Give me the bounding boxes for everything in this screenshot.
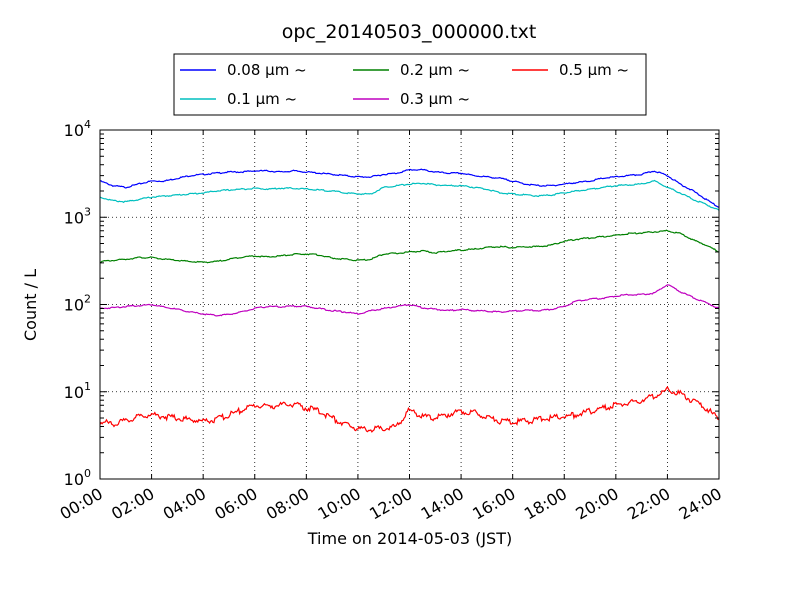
y-tick-exponent: 2 bbox=[84, 293, 91, 306]
series-line-3 bbox=[99, 284, 720, 317]
y-tick-base: 10 bbox=[64, 470, 84, 489]
y-tick-exponent: 0 bbox=[84, 467, 91, 480]
legend-label-4: 0.5 µm ~ bbox=[559, 61, 629, 79]
series-layer bbox=[99, 168, 720, 433]
y-tick-base: 10 bbox=[64, 296, 84, 315]
series-line-2 bbox=[99, 229, 720, 264]
legend-label-0: 0.08 µm ~ bbox=[227, 61, 307, 79]
x-axis-label: Time on 2014-05-03 (JST) bbox=[307, 529, 512, 548]
legend-label-3: 0.3 µm ~ bbox=[400, 90, 470, 108]
y-tick-exponent: 4 bbox=[84, 118, 91, 131]
y-tick-exponent: 1 bbox=[84, 380, 91, 393]
y-tick-label: 101 bbox=[64, 380, 91, 402]
y-tick-exponent: 3 bbox=[84, 205, 91, 218]
series-line-4 bbox=[99, 385, 720, 433]
legend-items: 0.08 µm ~ 0.1 µm ~ 0.2 µm ~ 0.3 µm ~ 0.5 µm … bbox=[180, 61, 629, 108]
y-tick-label: 103 bbox=[64, 205, 91, 227]
legend-label-1: 0.1 µm ~ bbox=[227, 90, 297, 108]
legend-frame bbox=[173, 53, 647, 116]
y-tick-label: 100 bbox=[64, 467, 91, 489]
chart-title: opc_20140503_000000.txt bbox=[282, 21, 537, 43]
y-tick-base: 10 bbox=[64, 383, 84, 402]
y-tick-label: 102 bbox=[64, 293, 91, 315]
series-line-1 bbox=[99, 179, 720, 211]
legend-label-2: 0.2 µm ~ bbox=[400, 61, 470, 79]
series-line-0 bbox=[99, 168, 720, 208]
y-tick-label: 104 bbox=[64, 118, 91, 140]
legend: 0.08 µm ~ 0.1 µm ~ 0.2 µm ~ 0.3 µm ~ 0.5 µm … bbox=[173, 53, 647, 116]
y-axis-label: Count / L bbox=[21, 269, 40, 341]
y-tick-base: 10 bbox=[64, 208, 84, 227]
y-tick-base: 10 bbox=[64, 121, 84, 140]
